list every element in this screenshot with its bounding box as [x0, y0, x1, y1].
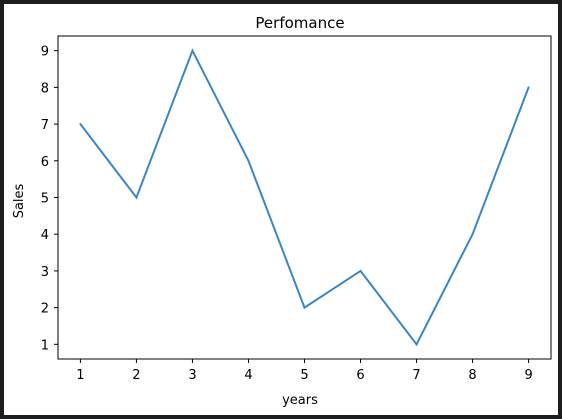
- plot-area-frame: [57, 35, 552, 360]
- data-point: [79, 123, 82, 126]
- y-axis-label: Sales: [12, 183, 27, 218]
- data-point: [135, 196, 138, 199]
- y-tick-label: 3: [41, 265, 49, 280]
- axis-ticks: 1 2 3 4 5 6 7 8 9 1 2 3 4 5 6 7 8 9: [41, 45, 533, 383]
- x-tick-label: 3: [188, 368, 196, 383]
- x-tick-label: 1: [76, 368, 84, 383]
- data-point: [191, 49, 194, 52]
- data-point: [359, 269, 362, 272]
- x-tick-label: 8: [468, 368, 476, 383]
- series-line: [79, 48, 530, 347]
- data-point: [247, 159, 250, 162]
- x-axis-label: years: [282, 393, 318, 408]
- x-tick-label: 2: [132, 368, 140, 383]
- x-tick-label: 9: [524, 368, 532, 383]
- y-tick-label: 4: [41, 228, 49, 243]
- data-point: [527, 86, 530, 89]
- x-tick-label: 5: [300, 368, 308, 383]
- x-tick-label: 4: [244, 368, 252, 383]
- y-tick-label: 1: [41, 338, 49, 353]
- y-tick-label: 2: [41, 302, 49, 317]
- chart-title: Perfomance: [255, 14, 344, 32]
- y-tick-label: 7: [41, 118, 49, 133]
- y-tick-label: 5: [41, 192, 49, 207]
- data-point: [471, 233, 474, 236]
- line-chart: Perfomance years Sales 1 2 3 4 5 6 7 8 9 1 2 3 4 5 6 7 8…: [12, 14, 552, 408]
- y-tick-label: 6: [41, 155, 49, 170]
- data-point: [303, 306, 306, 309]
- data-point: [415, 343, 418, 346]
- series-layer: [79, 48, 530, 347]
- y-tick-label: 8: [41, 81, 49, 96]
- y-tick-label: 9: [41, 45, 49, 60]
- x-tick-label: 7: [412, 368, 420, 383]
- chart-canvas: Perfomance years Sales 1 2 3 4 5 6 7 8 9 1 2 3 4 5 6 7 8…: [4, 4, 558, 415]
- x-tick-label: 6: [356, 368, 364, 383]
